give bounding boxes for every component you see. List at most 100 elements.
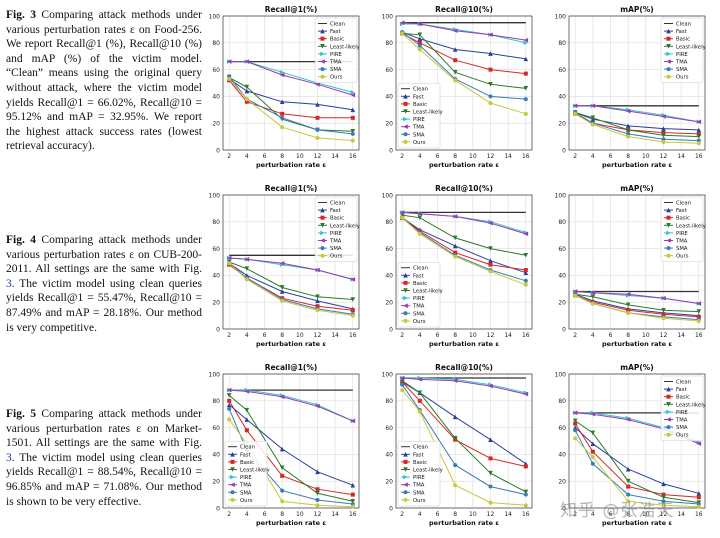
data-point-tma: [488, 383, 493, 389]
y-tick-label: 100: [555, 192, 567, 199]
data-point-basic: [590, 449, 595, 454]
legend-marker-sma: [230, 490, 235, 495]
legend-label-tma: TMA: [675, 239, 688, 245]
data-point-ours: [661, 316, 666, 321]
legend-marker-tma: [666, 59, 671, 64]
x-tick-label: 6: [263, 511, 267, 518]
y-tick-label: 20: [558, 479, 566, 486]
series-least-likely: [399, 212, 529, 258]
data-point-least-likely: [350, 499, 356, 504]
data-point-least-likely: [417, 32, 423, 38]
chart-fig3-recall1: Recall@1(%) 0 20 40 60 80 100 2 4 6 8 10 12 14 16 pertu…: [197, 4, 365, 174]
data-point-least-likely: [488, 246, 493, 251]
data-point-least-likely: [625, 302, 631, 308]
x-tick-label: 4: [245, 511, 249, 518]
x-tick-label: 2: [227, 511, 231, 518]
x-tick-label: 12: [487, 153, 495, 160]
data-point-basic: [523, 268, 528, 273]
legend-label-tma: TMA: [412, 304, 425, 310]
x-tick-label: 6: [263, 153, 267, 160]
series-line-pire: [229, 389, 354, 422]
caption-text: Comparing attack methods under various p…: [6, 234, 202, 276]
figure-ref-link[interactable]: 3: [6, 277, 12, 290]
data-point-pire: [523, 40, 529, 46]
y-tick-label: 40: [212, 273, 220, 280]
data-point-sma: [590, 461, 595, 466]
legend-label-basic: Basic: [413, 460, 427, 466]
y-tick-label: 60: [385, 67, 393, 74]
x-tick-label: 10: [469, 511, 477, 518]
x-tick-label: 16: [349, 511, 357, 518]
data-point-tma: [488, 32, 493, 38]
data-point-least-likely: [315, 294, 320, 300]
data-point-fast: [523, 56, 529, 62]
series-tma: [572, 103, 702, 125]
legend-label-clean: Clean: [413, 445, 428, 451]
legend-marker-least-likely: [320, 223, 325, 228]
legend-marker-ours: [320, 74, 325, 79]
legend-label-ours: Ours: [676, 75, 689, 81]
data-point-least-likely: [696, 134, 702, 139]
legend-marker-basic: [230, 459, 235, 464]
x-tick-label: 6: [609, 153, 613, 160]
x-axis-label: perturbation rate ε: [429, 340, 499, 348]
data-point-tma: [315, 403, 320, 409]
data-point-tma: [315, 267, 320, 273]
legend-box: [224, 440, 268, 507]
chart-svg: Recall@1(%) 0 20 40 60 80 100 2 4 6 8 10 12 14 16 pertu…: [209, 363, 360, 527]
data-point-sma: [350, 131, 355, 136]
legend-marker-fast: [666, 207, 671, 213]
legend-marker-basic: [403, 101, 408, 106]
data-point-tma: [452, 214, 458, 219]
legend-marker-fast: [320, 28, 325, 34]
legend-marker-sma: [403, 490, 408, 495]
data-point-ours: [626, 499, 631, 504]
x-tick-label: 16: [695, 153, 703, 160]
series-ours: [227, 76, 355, 143]
data-point-fast: [315, 102, 320, 107]
y-tick-label: 20: [212, 121, 220, 128]
legend-marker-basic: [666, 36, 671, 41]
x-tick-label: 2: [573, 332, 577, 339]
data-point-basic: [280, 473, 285, 478]
chart-fig5-map: mAP(%) 0 20 40 60 80 100 2 4 6 8 10 12 14 16 perturbati…: [543, 362, 711, 532]
x-tick-label: 8: [280, 153, 284, 160]
data-point-basic: [350, 308, 355, 313]
legend-label-fast: Fast: [240, 452, 251, 458]
y-tick-label: 40: [212, 452, 220, 459]
data-point-ours: [244, 277, 249, 282]
legend-label-clean: Clean: [240, 445, 255, 451]
y-tick-label: 0: [562, 505, 566, 512]
plot-frame: [222, 194, 360, 330]
x-tick-label: 8: [280, 332, 284, 339]
x-tick-label: 12: [660, 332, 668, 339]
legend-label-tma: TMA: [675, 418, 688, 424]
legend-marker-tma: [403, 303, 408, 308]
legend-marker-ours: [666, 432, 671, 437]
legend-label-tma: TMA: [675, 60, 688, 66]
legend-marker-least-likely: [403, 288, 408, 293]
figure-ref-link[interactable]: 3: [6, 451, 12, 464]
chart-fig4-recall1: Recall@1(%) 0 20 40 60 80 100 2 4 6 8 10 12 14 16 pertu…: [197, 183, 365, 353]
y-tick-label: 0: [216, 505, 220, 512]
legend-box: [397, 440, 441, 507]
data-point-tma: [226, 59, 232, 64]
legend-marker-sma: [403, 132, 408, 137]
x-tick-label: 10: [642, 332, 650, 339]
data-point-sma: [315, 497, 320, 502]
data-point-sma: [573, 428, 578, 433]
y-tick-label: 100: [209, 192, 221, 199]
chart-svg: Recall@1(%) 0 20 40 60 80 100 2 4 6 8 10 12 14 16 pertu…: [209, 184, 360, 348]
legend-label-clean: Clean: [413, 87, 428, 93]
y-tick-label: 20: [558, 121, 566, 128]
data-point-ours: [696, 318, 701, 323]
y-tick-label: 20: [385, 300, 393, 307]
data-point-ours: [696, 504, 701, 509]
y-tick-label: 40: [558, 94, 566, 101]
x-tick-label: 4: [591, 511, 595, 518]
data-point-ours: [488, 269, 493, 274]
data-point-least-likely: [417, 390, 423, 396]
data-point-fast: [350, 107, 356, 113]
data-point-tma: [417, 377, 423, 382]
